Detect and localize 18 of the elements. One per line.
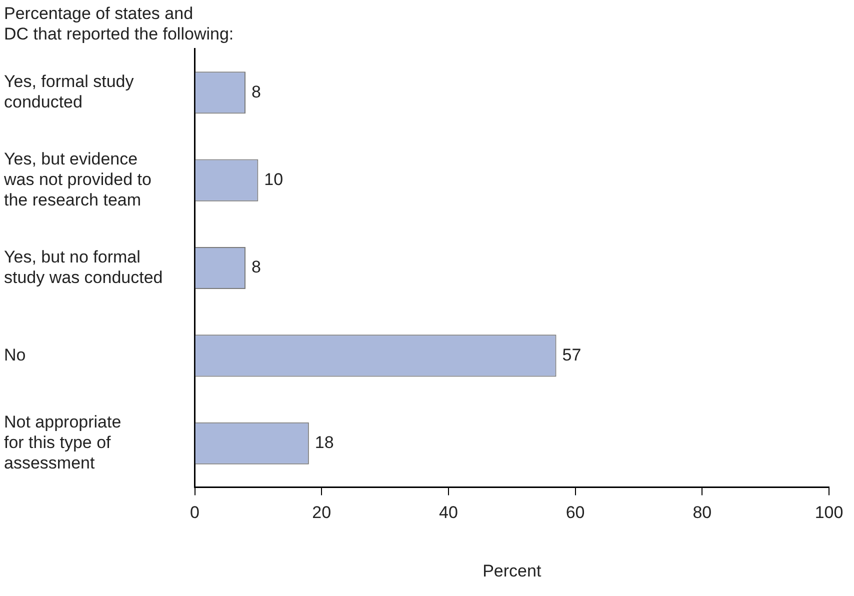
x-tick-label: 60 bbox=[566, 503, 585, 522]
x-tick-label: 20 bbox=[312, 503, 332, 522]
y-tick-label: Yes, but evidence was not provided to the research team bbox=[3, 150, 152, 210]
y-tick-label: No bbox=[4, 345, 26, 364]
y-tick-label: Not appropriate for this type of assessment bbox=[4, 412, 122, 472]
x-tick-label: 0 bbox=[190, 503, 200, 522]
data-label: 8 bbox=[252, 82, 261, 102]
x-tick-label: 40 bbox=[438, 503, 458, 522]
y-tick-label: Yes, but no formal study was conducted bbox=[4, 247, 163, 287]
x-axis-title: Percent bbox=[482, 561, 542, 580]
data-label: 10 bbox=[264, 170, 284, 190]
chart-title: Percentage of states and DC that reported the following: bbox=[4, 4, 234, 44]
data-label: 57 bbox=[562, 345, 582, 364]
x-tick-label: 80 bbox=[692, 503, 712, 522]
data-label: 18 bbox=[314, 433, 334, 452]
y-tick-label: Yes, formal study conducted bbox=[4, 72, 134, 112]
data-label: 8 bbox=[252, 258, 261, 277]
x-tick-label: 100 bbox=[814, 503, 844, 522]
